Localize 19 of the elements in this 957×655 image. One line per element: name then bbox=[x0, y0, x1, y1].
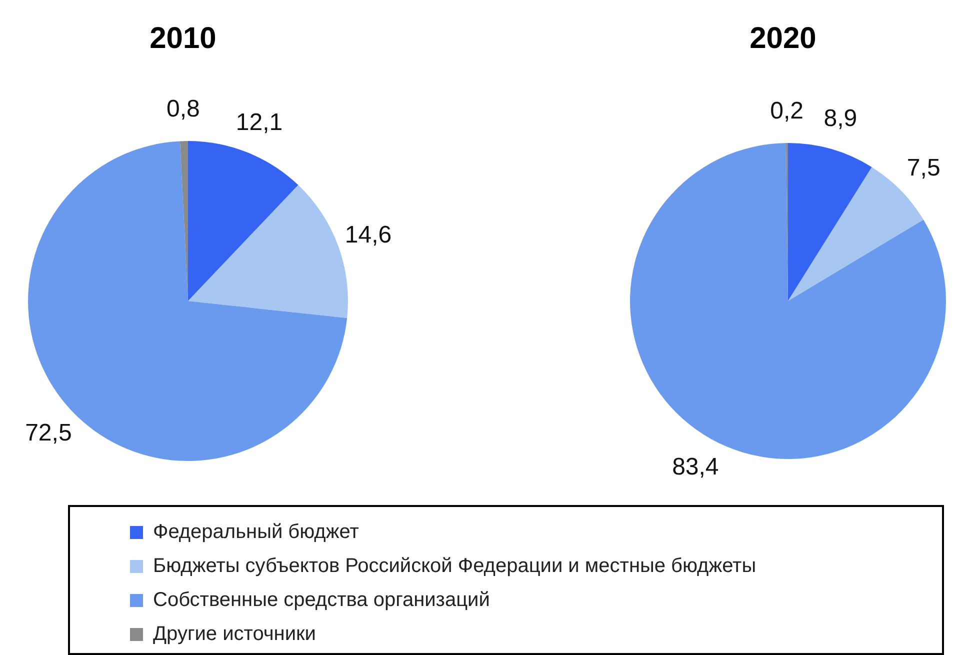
data-label: 83,4 bbox=[672, 453, 719, 480]
data-label: 8,9 bbox=[824, 104, 858, 132]
data-label: 72,5 bbox=[25, 419, 72, 446]
pie-slice bbox=[788, 143, 872, 301]
legend-label: Федеральный бюджет bbox=[153, 520, 359, 544]
data-label: 7,5 bbox=[906, 154, 940, 182]
pie-slice bbox=[188, 185, 348, 318]
data-label: 14,6 bbox=[344, 221, 392, 248]
data-label: 12,1 bbox=[236, 109, 283, 136]
legend-label: Другие источники bbox=[153, 622, 316, 646]
legend-label: Бюджеты субъектов Российской Федерации и местные бюджеты bbox=[153, 554, 756, 578]
pie-slice bbox=[188, 141, 298, 301]
data-label: 0,8 bbox=[166, 96, 200, 123]
legend-label: Собственные средства организаций bbox=[153, 588, 490, 612]
chart-title: 2010 bbox=[148, 22, 218, 56]
pie-slice bbox=[630, 143, 946, 459]
chart-title: 2020 bbox=[748, 22, 818, 56]
pie-slice bbox=[28, 141, 348, 461]
data-label: 0,2 bbox=[770, 98, 804, 125]
